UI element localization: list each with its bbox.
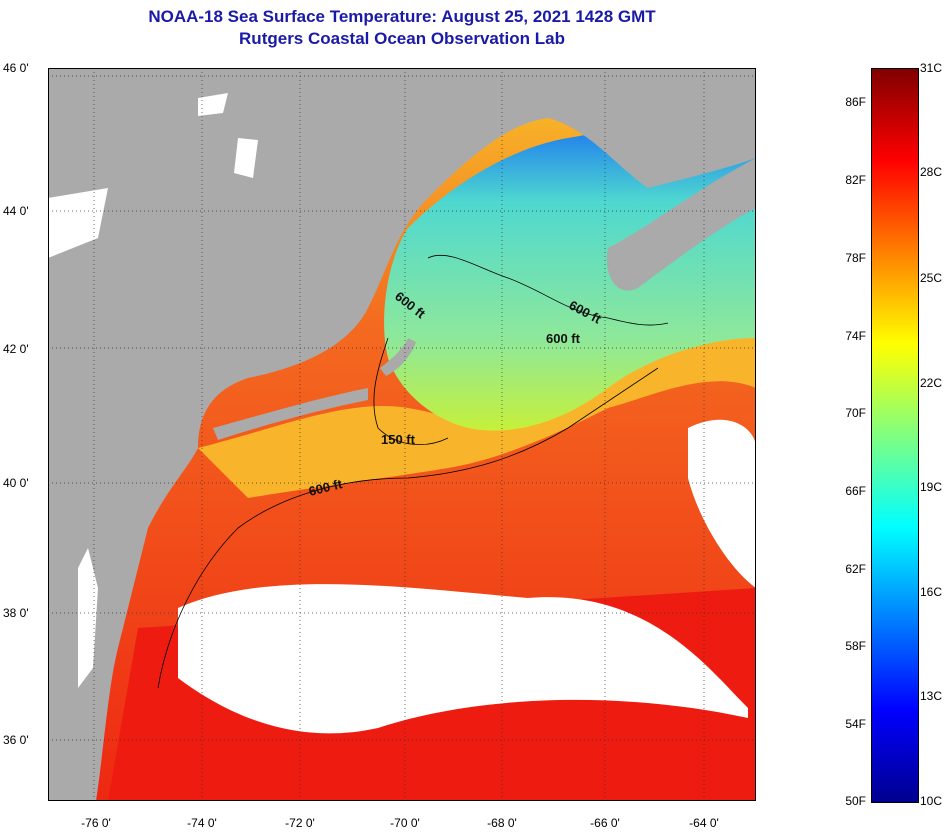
colorbar-label-78f: 78F: [845, 251, 866, 265]
colorbar-label-54f: 54F: [845, 717, 866, 731]
lon-label-68: -68 0': [487, 816, 517, 830]
colorbar-label-22c: 22C: [920, 376, 943, 390]
cloud-area-land: [48, 93, 258, 258]
isobath-label-600ft-georges: 600 ft: [546, 331, 581, 346]
lon-label-70: -70 0': [390, 816, 420, 830]
colorbar-label-13c: 13C: [920, 689, 943, 703]
lon-label-66: -66 0': [590, 816, 620, 830]
map-title-block: NOAA-18 Sea Surface Temperature: August …: [48, 6, 756, 50]
colorbar-label-74f: 74F: [845, 329, 866, 343]
colorbar-label-28c: 28C: [920, 165, 943, 179]
bay-waters: [78, 548, 98, 688]
temperature-color-bar: [871, 68, 919, 803]
land-nova-scotia: [607, 158, 756, 291]
land-long-island: [213, 388, 368, 440]
map-subtitle: Rutgers Coastal Ocean Observation Lab: [239, 29, 565, 48]
cloud-area-south: [178, 584, 748, 734]
isobath-line-600ft-gom: [427, 254, 669, 326]
colorbar-label-66f: 66F: [845, 484, 866, 498]
sst-map-canvas: 600 ft 600 ft 600 ft 150 ft 600 ft: [48, 68, 756, 801]
map-border: [48, 68, 756, 801]
gulf-of-maine-region: [384, 125, 756, 431]
colorbar-label-10c: 10C: [920, 794, 943, 808]
colorbar-label-25c: 25C: [920, 271, 943, 285]
cloud-area-east: [688, 419, 756, 588]
colorbar-label-58f: 58F: [845, 639, 866, 653]
lat-label-38: 38 0': [3, 606, 29, 620]
colorbar-label-50f: 50F: [845, 794, 866, 808]
lat-label-40: 40 0': [3, 476, 29, 490]
land-mainland: [48, 68, 756, 801]
colorbar-label-82f: 82F: [845, 173, 866, 187]
colorbar-label-86f: 86F: [845, 95, 866, 109]
lon-label-74: -74 0': [187, 816, 217, 830]
colorbar-label-70f: 70F: [845, 406, 866, 420]
isobath-line-150ft: [373, 337, 449, 445]
lon-label-76: -76 0': [81, 816, 111, 830]
colorbar-label-19c: 19C: [920, 480, 943, 494]
lat-label-42: 42 0': [3, 342, 29, 356]
lon-label-72: -72 0': [285, 816, 315, 830]
colorbar-label-16c: 16C: [920, 585, 943, 599]
isobath-label-150ft: 150 ft: [381, 432, 416, 447]
colorbar-label-62f: 62F: [845, 562, 866, 576]
sst-map: 600 ft 600 ft 600 ft 150 ft 600 ft: [48, 68, 756, 801]
map-title: NOAA-18 Sea Surface Temperature: August …: [148, 7, 656, 26]
lon-label-64: -64 0': [689, 816, 719, 830]
lat-label-36: 36 0': [3, 733, 29, 747]
land-cape-cod: [380, 338, 416, 376]
isobath-line-600ft-south: [157, 367, 659, 689]
lat-label-46: 46 0': [3, 61, 29, 75]
colorbar-label-31c: 31C: [920, 61, 943, 75]
lat-label-44: 44 0': [3, 204, 29, 218]
